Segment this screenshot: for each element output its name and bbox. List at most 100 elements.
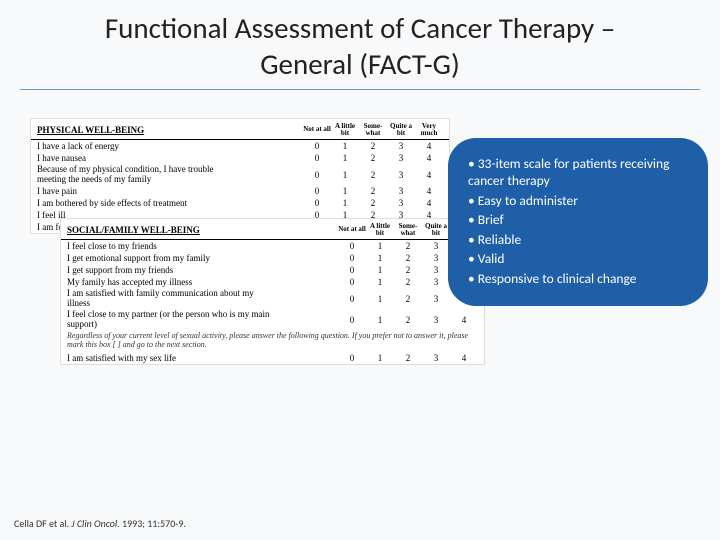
scale-value: 1 (366, 277, 394, 287)
scale-value: 2 (394, 294, 422, 304)
scale-value: 2 (359, 153, 387, 163)
scale-value: 3 (387, 153, 415, 163)
scale-value: 0 (338, 241, 366, 251)
callout-list: 33-item scale for patients receiving can… (468, 154, 688, 289)
section-label: PHYSICAL WELL-BEING (37, 125, 303, 135)
scale-value: 1 (331, 198, 359, 208)
scale-value: 2 (394, 353, 422, 363)
question-text: I am bothered by side effects of treatme… (37, 198, 303, 208)
col-header: A little bit (331, 123, 359, 138)
question-text: My family has accepted my illness (67, 277, 338, 287)
citation-authors: Cella DF et al. (14, 517, 69, 530)
section-header: SOCIAL/FAMILY WELL-BEING Not at all A li… (61, 219, 484, 241)
col-header: Very much (415, 123, 443, 138)
slide-title: Functional Assessment of Cancer Therapy … (20, 0, 700, 90)
col-header: A little bit (366, 223, 394, 238)
callout-item: 33-item scale for patients receiving can… (468, 154, 688, 191)
citation-rest: 1993; 11:570-9. (122, 517, 186, 530)
scale-value: 0 (303, 198, 331, 208)
question-text: I have nausea (37, 153, 303, 163)
question-row: I have a lack of energy01234 (31, 140, 449, 152)
scale-value: 0 (338, 353, 366, 363)
question-text: I get support from my friends (67, 265, 338, 275)
scale-value: 4 (415, 170, 443, 180)
scale-value: 0 (338, 277, 366, 287)
scale-value: 4 (415, 153, 443, 163)
callout-item: Brief (468, 210, 688, 230)
citation-journal: J Clin Oncol. (71, 517, 119, 530)
col-header: Not at all (338, 226, 366, 233)
scale-value: 0 (338, 265, 366, 275)
citation: Cella DF et al. J Clin Oncol. 1993; 11:5… (14, 517, 186, 530)
col-header: Quite a bit (422, 223, 450, 238)
scale-value: 1 (331, 186, 359, 196)
scale-value: 0 (338, 294, 366, 304)
question-text: I have pain (37, 186, 303, 196)
question-text: Because of my physical condition, I have… (37, 165, 303, 184)
scale-value: 1 (366, 294, 394, 304)
scale-value: 2 (359, 170, 387, 180)
questionnaire-social: SOCIAL/FAMILY WELL-BEING Not at all A li… (60, 218, 485, 365)
scale-value: 2 (394, 253, 422, 263)
question-row: I am satisfied with my sex life01234 (61, 352, 484, 364)
col-header: Not at all (303, 126, 331, 133)
scale-value: 4 (450, 315, 478, 325)
question-row: I am bothered by side effects of treatme… (31, 197, 449, 209)
question-text: I feel close to my partner (or the perso… (67, 310, 338, 329)
section-label: SOCIAL/FAMILY WELL-BEING (67, 225, 338, 235)
scale-value: 4 (415, 141, 443, 151)
scale-value: 3 (422, 265, 450, 275)
question-text: I get emotional support from my family (67, 253, 338, 263)
question-text: I have a lack of energy (37, 141, 303, 151)
callout-item: Reliable (468, 230, 688, 250)
scale-value: 0 (303, 186, 331, 196)
questionnaire-note: Regardless of your current level of sexu… (61, 330, 484, 352)
question-row: I get emotional support from my family01… (61, 252, 484, 264)
scale-value: 2 (394, 265, 422, 275)
scale-value: 2 (359, 141, 387, 151)
scale-value: 3 (387, 141, 415, 151)
scale-value: 1 (331, 153, 359, 163)
scale-value: 4 (415, 198, 443, 208)
scale-value: 3 (422, 315, 450, 325)
question-row: Because of my physical condition, I have… (31, 164, 449, 185)
callout-item: Easy to administer (468, 191, 688, 211)
scale-value: 2 (359, 198, 387, 208)
scale-value: 0 (303, 170, 331, 180)
scale-value: 3 (387, 186, 415, 196)
scale-value: 1 (366, 315, 394, 325)
callout-item: Valid (468, 249, 688, 269)
scale-value: 3 (387, 170, 415, 180)
scale-value: 2 (394, 315, 422, 325)
scale-value: 1 (366, 353, 394, 363)
col-header: Some-what (359, 123, 387, 138)
scale-value: 3 (422, 253, 450, 263)
question-row: I feel close to my friends01234 (61, 240, 484, 252)
question-row: I have nausea01234 (31, 152, 449, 164)
scale-value: 1 (331, 170, 359, 180)
question-row: My family has accepted my illness01234 (61, 276, 484, 288)
question-row: I get support from my friends01234 (61, 264, 484, 276)
question-text: I am satisfied with family communication… (67, 289, 338, 308)
scale-value: 1 (366, 265, 394, 275)
question-text: I feel close to my friends (67, 241, 338, 251)
scale-value: 0 (303, 141, 331, 151)
question-row: I have pain01234 (31, 185, 449, 197)
scale-value: 1 (366, 241, 394, 251)
scale-value: 2 (394, 241, 422, 251)
section-header: PHYSICAL WELL-BEING Not at all A little … (31, 119, 449, 141)
scale-value: 3 (422, 353, 450, 363)
callout-box: 33-item scale for patients receiving can… (448, 138, 708, 307)
scale-value: 3 (422, 277, 450, 287)
col-header: Some-what (394, 223, 422, 238)
scale-value: 4 (450, 353, 478, 363)
scale-value: 0 (303, 153, 331, 163)
question-row: I am satisfied with family communication… (61, 288, 484, 309)
scale-value: 3 (387, 198, 415, 208)
col-header: Quite a bit (387, 123, 415, 138)
scale-value: 3 (422, 294, 450, 304)
scale-value: 3 (422, 241, 450, 251)
scale-value: 2 (394, 277, 422, 287)
scale-value: 0 (338, 315, 366, 325)
scale-value: 2 (359, 186, 387, 196)
